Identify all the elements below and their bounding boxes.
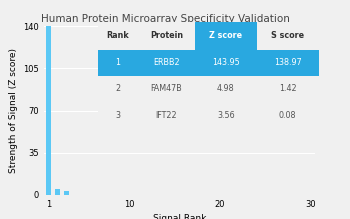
Text: Rank: Rank xyxy=(106,31,129,40)
Bar xyxy=(195,102,257,128)
Bar xyxy=(257,50,318,76)
Text: 138.97: 138.97 xyxy=(274,58,301,67)
Bar xyxy=(98,50,138,76)
Bar xyxy=(138,76,195,102)
Text: FAM47B: FAM47B xyxy=(150,84,182,93)
Text: 3: 3 xyxy=(116,111,120,120)
Bar xyxy=(257,102,318,128)
Bar xyxy=(195,50,257,76)
Text: 143.95: 143.95 xyxy=(212,58,240,67)
Bar xyxy=(257,22,318,50)
Text: 3.56: 3.56 xyxy=(217,111,235,120)
Y-axis label: Strength of Signal (Z score): Strength of Signal (Z score) xyxy=(9,48,18,173)
Text: 1: 1 xyxy=(116,58,120,67)
Text: 4.98: 4.98 xyxy=(217,84,235,93)
X-axis label: Signal Rank: Signal Rank xyxy=(153,214,206,219)
Bar xyxy=(64,191,69,195)
Text: 0.08: 0.08 xyxy=(279,111,296,120)
Bar xyxy=(138,102,195,128)
Text: Z score: Z score xyxy=(209,31,243,40)
Bar xyxy=(46,26,51,195)
Bar xyxy=(138,22,195,50)
Text: ERBB2: ERBB2 xyxy=(153,58,180,67)
Text: S score: S score xyxy=(271,31,304,40)
Bar xyxy=(138,50,195,76)
Text: 1.42: 1.42 xyxy=(279,84,296,93)
Bar xyxy=(98,22,138,50)
Text: Human Protein Microarray Specificity Validation: Human Protein Microarray Specificity Val… xyxy=(41,14,290,24)
Bar xyxy=(257,76,318,102)
Bar xyxy=(98,102,138,128)
Bar xyxy=(55,189,60,195)
Bar xyxy=(98,76,138,102)
Bar xyxy=(195,22,257,50)
Text: 2: 2 xyxy=(115,84,120,93)
Text: Protein: Protein xyxy=(150,31,183,40)
Text: IFT22: IFT22 xyxy=(155,111,177,120)
Bar xyxy=(195,76,257,102)
